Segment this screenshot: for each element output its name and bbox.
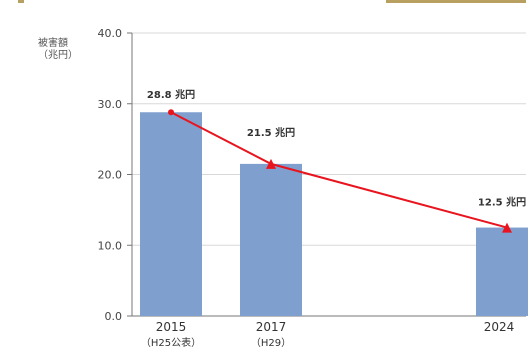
bar-2015 xyxy=(140,112,202,317)
y-axis-label-line2: （兆円） xyxy=(38,50,78,61)
x-tick-label-2024: 2024 xyxy=(484,320,515,334)
x-tick-label-2015: 2015 xyxy=(156,320,187,334)
trend-point-2017 xyxy=(266,158,276,169)
trend-point-2015 xyxy=(168,109,174,116)
header-rule-left xyxy=(18,0,24,3)
y-tick-label-30: 30.0 xyxy=(98,98,123,111)
data-label-2015: 28.8 兆円 xyxy=(147,88,195,101)
trend-point-2024 xyxy=(502,222,512,233)
x-tick-label-2017: 2017 xyxy=(256,320,287,334)
data-label-2024: 12.5 兆円 xyxy=(478,196,526,209)
x-tick-sublabel-2017: （H29） xyxy=(251,337,291,349)
y-tick-label-40: 40.0 xyxy=(98,27,123,40)
y-tick-label-20: 20.0 xyxy=(98,169,123,182)
bar-2017 xyxy=(240,163,302,316)
header-rule-right xyxy=(386,0,526,3)
x-tick-labels: 2015 （H25公表） 2017 （H29） 2024 xyxy=(141,320,514,349)
trend-polyline xyxy=(170,111,508,229)
data-label-2017: 21.5 兆円 xyxy=(247,126,295,139)
y-tick-labels: 0.0 10.0 20.0 30.0 40.0 xyxy=(98,27,123,323)
bar-2024 xyxy=(476,227,528,316)
bars xyxy=(140,112,528,317)
y-tick-label-10: 10.0 xyxy=(98,239,123,252)
x-tick-sublabel-2015: （H25公表） xyxy=(141,336,201,349)
data-labels: 28.8 兆円 21.5 兆円 12.5 兆円 xyxy=(147,88,526,208)
trend-line xyxy=(168,109,512,233)
y-tick-label-0: 0.0 xyxy=(105,310,123,323)
y-axis-label-line1: 被害額 xyxy=(38,38,68,49)
y-axis-label: 被害額 （兆円） xyxy=(38,38,78,62)
